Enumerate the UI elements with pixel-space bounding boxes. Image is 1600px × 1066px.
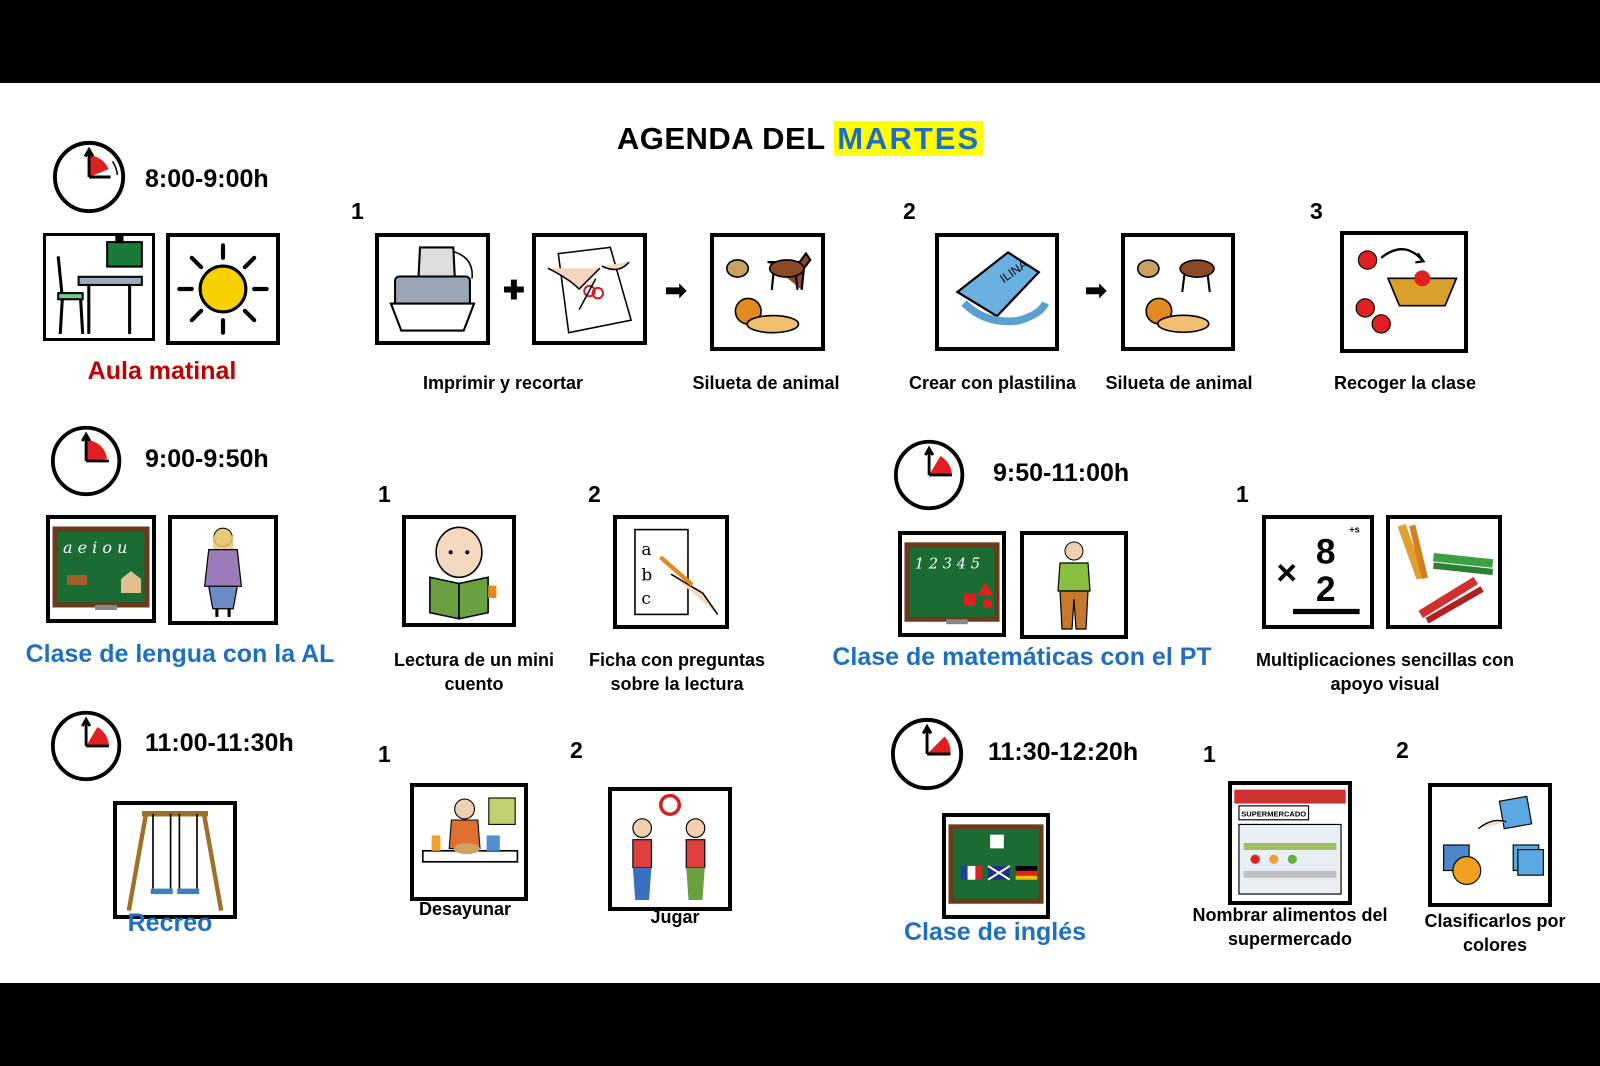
breakfast-icon [410,783,528,901]
clock-icon [52,138,130,216]
color-sorting-icon [1428,783,1552,907]
blackboard-flags-icon [942,813,1050,919]
arrow-icon: ➡ [665,275,687,305]
step-number: 1 [1203,741,1216,767]
clock-icon [890,715,968,793]
step-number: 2 [903,198,916,224]
animals-icon [1121,233,1235,351]
time-label: 11:00-11:30h [145,729,294,757]
class-label-lengua: Clase de lengua con la AL [25,640,335,668]
printer-icon [375,233,490,345]
svg-text:a: a [641,539,651,559]
clock-icon [50,423,126,499]
teacher-man-icon [1020,531,1128,639]
step-number: 2 [588,481,601,507]
plus-sign: ✚ [503,275,525,305]
step-caption: Crear con plastilina [908,373,1077,393]
reading-child-icon [402,515,516,627]
step-number: 1 [1236,481,1249,507]
step-caption: Silueta de animal [1105,373,1253,393]
blackboard-vowels: a e i o u [63,538,127,557]
step-number: 3 [1310,198,1323,224]
step-number: 1 [351,198,364,224]
teacher-woman-icon [168,515,278,625]
step-number: 1 [378,481,391,507]
step-number: 2 [570,737,583,763]
swing-icon [113,801,237,919]
playing-ball-icon [608,787,732,911]
agenda-page: AGENDA DEL MARTES 8:00-9:00h [0,83,1600,983]
step-caption: Silueta de animal [692,373,840,393]
multiplication-sign: × [1276,553,1297,592]
step-number: 1 [378,741,391,767]
arrow-icon: ➡ [1085,275,1107,305]
clock-icon [893,437,969,513]
class-label-recreo: Recreo [127,909,213,937]
blackboard-numbers: 1 2 3 4 5 [915,555,980,572]
step-caption: Ficha con preguntas sobre la lectura [588,650,766,694]
blackboard-letters-icon: a e i o u [46,515,156,623]
title-day: MARTES [834,121,984,156]
step-caption: Multiplicaciones sencillas con apoyo vis… [1255,650,1515,694]
blackboard-numbers-icon: 1 2 3 4 5 [898,531,1006,637]
clock-icon [50,708,126,784]
basket-balls-icon [1340,231,1468,353]
time-label: 9:00-9:50h [145,445,269,473]
sun-icon [166,233,280,345]
step-caption: Desayunar [418,899,512,919]
classroom-desk-icon [43,233,155,341]
animals-icon [710,233,825,351]
class-label-aula-matinal: Aula matinal [87,357,237,385]
multiplication-icon: × 8 2 +s [1262,515,1374,629]
step-caption: Jugar [650,907,700,927]
step-caption: Recoger la clase [1333,373,1477,393]
multiplication-top: 8 [1316,533,1336,572]
step-caption: Imprimir y recortar [422,373,584,393]
page-title: AGENDA DEL MARTES [0,121,1600,157]
worksheet-writing-icon: a b c [613,515,729,629]
step-number: 2 [1396,737,1409,763]
time-label: 8:00-9:00h [145,165,269,193]
supermarket-icon: SUPERMERCADO [1228,781,1352,905]
plasticine-icon: ILINA [935,233,1059,351]
clothespins-icon [1386,515,1502,629]
step-caption: Lectura de un mini cuento [393,650,555,694]
supermarket-sign: SUPERMERCADO [1241,809,1306,818]
svg-text:c: c [641,588,651,608]
time-label: 11:30-12:20h [988,738,1139,766]
cutting-paper-icon [532,233,647,345]
svg-text:b: b [641,564,652,584]
step-caption: Clasificarlos por colores [1424,911,1566,955]
multiplication-bottom: 2 [1316,570,1336,609]
step-caption: Nombrar alimentos del supermercado [1192,905,1388,949]
class-label-matematicas: Clase de matemáticas con el PT [832,643,1212,671]
plus-s: +s [1349,524,1360,534]
class-label-ingles: Clase de inglés [903,918,1087,946]
title-prefix: AGENDA DEL [616,121,826,156]
time-label: 9:50-11:00h [993,459,1130,487]
